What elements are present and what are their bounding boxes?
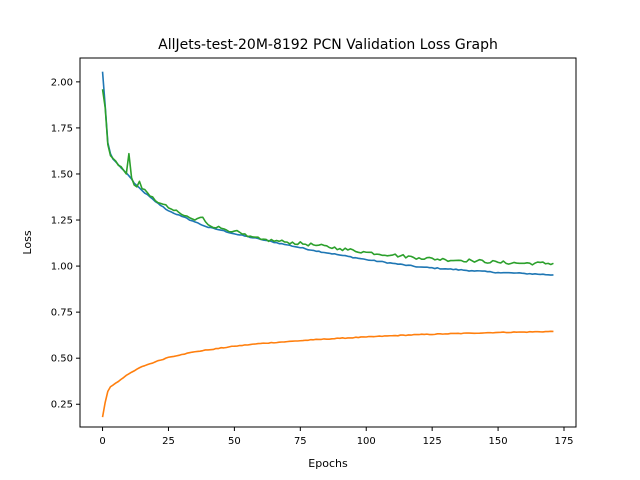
y-tick-label: 2.00 [51,77,73,88]
x-tick-label: 125 [423,436,442,447]
x-tick-label: 150 [489,436,508,447]
y-tick-label: 0.25 [51,400,73,411]
y-axis: 0.25 0.50 0.75 1.00 1.25 1.50 1.75 2.00 [51,77,80,411]
series-line-2 [101,330,554,418]
series-line-1 [101,71,554,276]
y-tick-label: 1.25 [51,216,73,227]
x-tick-label: 25 [162,436,175,447]
x-tick-label: 100 [357,436,376,447]
x-tick-label: 50 [228,436,241,447]
chart-title: AllJets-test-20M-8192 PCN Validation Los… [158,37,498,53]
y-tick-label: 1.75 [51,123,73,134]
y-tick-label: 1.50 [51,169,73,180]
x-tick-label: 175 [554,436,573,447]
y-tick-label: 0.50 [51,354,73,365]
x-axis: 0 25 50 75 100 125 150 175 [99,427,574,447]
x-axis-label: Epochs [308,457,348,470]
x-tick-label: 75 [294,436,307,447]
y-tick-label: 1.00 [51,262,73,273]
plot-area [101,71,554,418]
plot-frame [79,57,577,428]
series-line-3 [101,89,554,266]
x-tick-label: 0 [99,436,105,447]
y-axis-label: Loss [21,230,34,254]
y-tick-label: 0.75 [51,308,73,319]
